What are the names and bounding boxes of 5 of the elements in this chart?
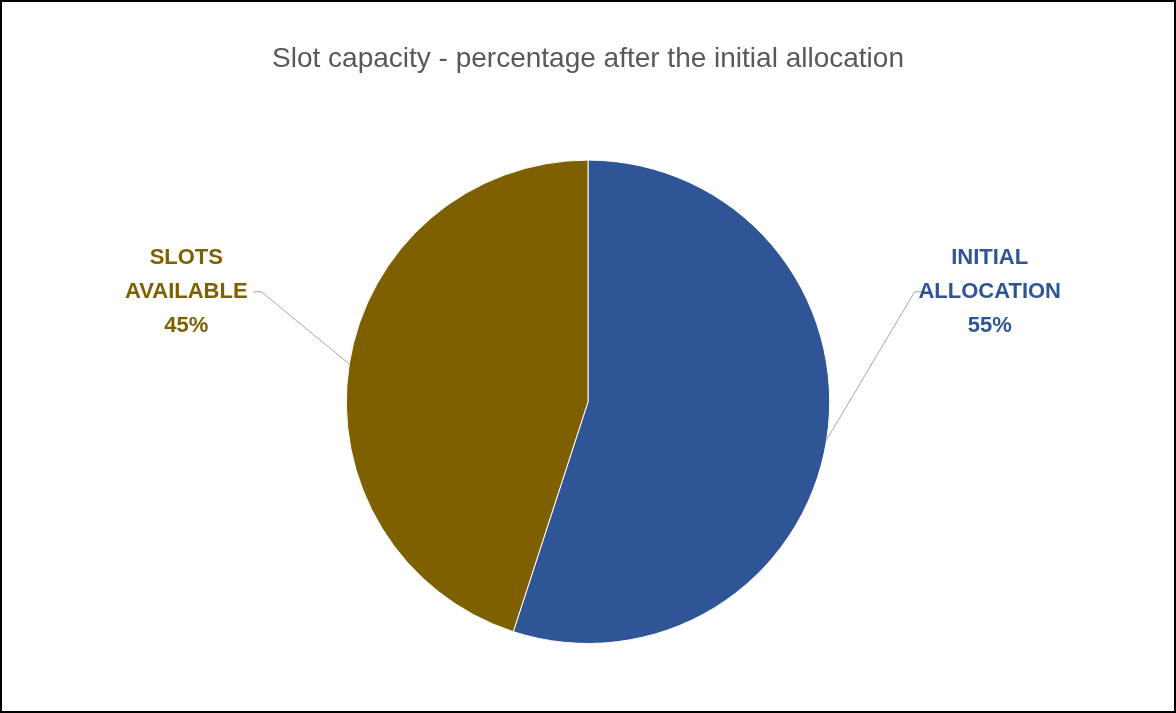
chart-title: Slot capacity - percentage after the initial allocation <box>272 41 904 73</box>
data-label: 45% <box>164 311 209 337</box>
slice-label: SLOTS AVAILABLE <box>124 243 248 303</box>
data-label: 55% <box>967 311 1012 337</box>
slice-label: INITIAL ALLOCATION <box>918 243 1061 303</box>
